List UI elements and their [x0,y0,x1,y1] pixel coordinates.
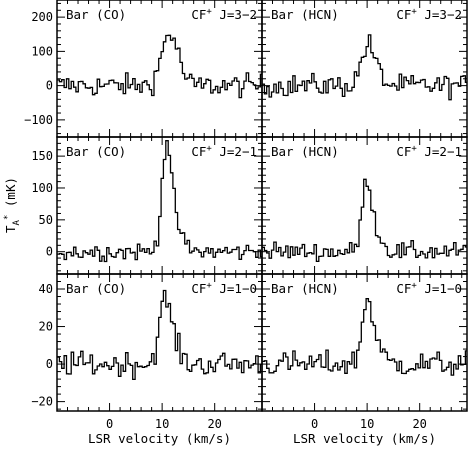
spectrum-co-row2 [57,140,262,263]
y-tick-label: 0 [46,357,53,371]
y-tick-label: 100 [31,181,53,195]
spectrum-hcn-row2 [262,178,467,263]
panel-source-label: Bar (HCN) [271,7,339,22]
x-tick-label: 10 [360,417,374,431]
spectrum-hcn-row1 [262,34,467,101]
x-axis-title: LSR velocity (km/s) [88,431,231,446]
spectrum-co-row1 [57,34,262,99]
y-tick-label: 100 [31,44,53,58]
y-tick-label: 20 [39,320,53,334]
panels-group [56,0,468,412]
y-tick-label: 0 [46,79,53,93]
y-tick-label: 50 [39,213,53,227]
panel-transition-label: CF+ J=2−1 [191,144,257,159]
x-axis-title: LSR velocity (km/s) [293,431,436,446]
spectrum-hcn-row3 [262,298,467,376]
y-tick-label: 200 [31,10,53,24]
panel-transition-label: CF+ J=1−0 [396,281,462,296]
x-tick-label: 10 [155,417,169,431]
panel-transition-label: CF+ J=3−2 [191,7,257,22]
panel-transition-label: CF+ J=1−0 [191,281,257,296]
panel-source-label: Bar (CO) [66,144,126,159]
panel-frame [261,273,468,412]
spectrum-co-row3 [57,289,262,381]
y-tick-label: 150 [31,149,53,163]
y-tick-label: 0 [46,245,53,259]
panel-transition-label: CF+ J=3−2 [396,7,462,22]
x-tick-label: 0 [106,417,113,431]
panel-source-label: Bar (HCN) [271,144,339,159]
y-tick-label: −100 [24,113,53,127]
panel-transition-label: CF+ J=2−1 [396,144,462,159]
y-tick-label: 40 [39,282,53,296]
y-axis-title: TA* (mK) [3,177,22,233]
panel-source-label: Bar (HCN) [271,281,339,296]
panel-source-label: Bar (CO) [66,7,126,22]
x-tick-label: 20 [207,417,221,431]
y-tick-label: −20 [31,395,53,409]
x-tick-label: 20 [412,417,426,431]
x-tick-label: 0 [311,417,318,431]
panel-source-label: Bar (CO) [66,281,126,296]
